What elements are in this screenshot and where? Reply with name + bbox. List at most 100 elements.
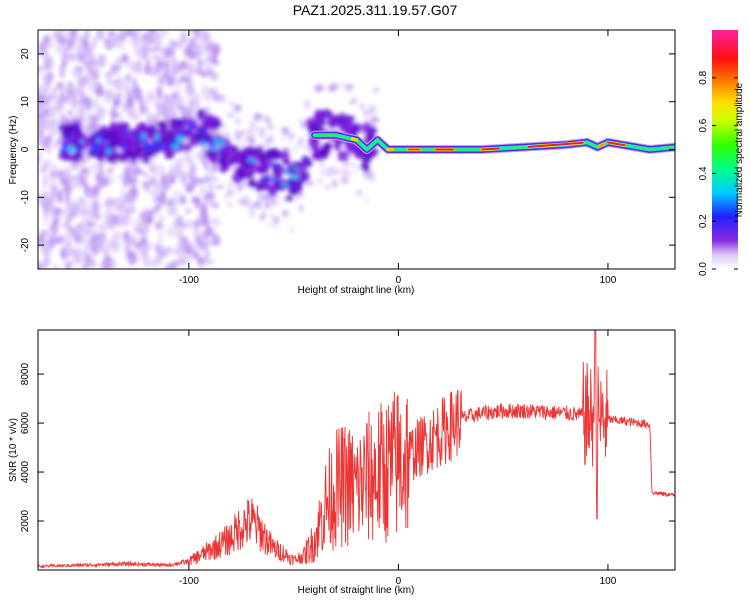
- spectrogram-noise-blob: [146, 188, 152, 195]
- spectrogram-noise-blob: [299, 137, 304, 143]
- spectrogram-noise-blob: [368, 104, 376, 113]
- spectrogram-noise-blob: [248, 137, 255, 144]
- spectrogram-noise-blob: [95, 173, 102, 181]
- spectrogram-noise-blob: [104, 37, 114, 51]
- spectrogram-core-blob: [148, 146, 154, 152]
- spectrogram-core-blob: [291, 174, 300, 180]
- spectrogram-noise-blob: [107, 167, 113, 174]
- spectrogram-noise-blob: [253, 112, 263, 122]
- spectrogram-core-blob: [187, 123, 195, 131]
- spectrogram-noise-blob: [294, 197, 300, 201]
- spectrogram-noise-blob: [140, 211, 148, 221]
- spectrogram-noise-blob: [154, 242, 161, 253]
- spectrogram-ridge-blob: [315, 110, 322, 122]
- spectrogram-noise-blob: [48, 129, 57, 136]
- spectrogram-noise-blob: [175, 99, 185, 105]
- spectrogram-noise-blob: [259, 131, 265, 138]
- spectrogram-noise-blob: [146, 215, 151, 227]
- spectrogram-noise-blob: [262, 195, 271, 202]
- spectrogram-noise-blob: [340, 176, 349, 184]
- colorbar-tick-label: 0.4: [698, 166, 709, 180]
- spectrogram-noise-blob: [179, 60, 188, 71]
- spectrogram-ridge-blob: [268, 147, 280, 160]
- spectrogram-noise-blob: [50, 87, 59, 95]
- spectrogram-noise-blob: [153, 65, 161, 74]
- spectrogram-noise-blob: [367, 176, 376, 182]
- spectrogram-noise-blob: [64, 38, 69, 46]
- spectrogram-noise-blob: [98, 162, 103, 174]
- spectrogram-noise-blob: [80, 161, 86, 166]
- spectrogram-noise-blob: [67, 81, 74, 90]
- spectrogram-noise-blob: [204, 106, 210, 115]
- spectrogram-noise-blob: [91, 114, 97, 122]
- spectrogram-noise-blob: [259, 214, 266, 219]
- colorbar-tick-label: 0.8: [698, 70, 709, 84]
- spectrogram-ridge-blob: [106, 153, 118, 164]
- spectrogram-ridge-blob: [201, 132, 213, 143]
- spectrogram-noise-blob: [149, 208, 157, 215]
- spectrogram-noise-blob: [275, 194, 282, 200]
- spectrogram-noise-blob: [66, 87, 75, 98]
- spectrogram-noise-blob: [191, 242, 197, 255]
- spectrogram-noise-blob: [251, 208, 256, 218]
- spectrogram-noise-blob: [43, 34, 51, 46]
- spectrogram-ridge-blob: [65, 125, 74, 134]
- spectrogram-noise-blob: [194, 49, 201, 60]
- spectrogram-ridge-blob: [310, 143, 320, 152]
- spectrogram-noise-blob: [139, 103, 145, 116]
- spectrogram-noise-blob: [92, 243, 98, 257]
- spectrogram-noise-blob: [120, 187, 126, 202]
- spectrogram-ridge-blob: [361, 121, 372, 134]
- spectrogram-noise-blob: [182, 247, 188, 253]
- spectrogram-noise-blob: [319, 142, 323, 148]
- spectrogram-noise-blob: [114, 201, 122, 208]
- spectrogram-noise-blob: [199, 185, 208, 198]
- spectrogram-noise-blob: [113, 97, 120, 108]
- spectrogram-noise-blob: [71, 201, 81, 214]
- spectrogram-noise-blob: [80, 215, 89, 228]
- spectrogram-ridge-blob: [206, 115, 219, 125]
- spectrogram-core-blob: [80, 139, 85, 144]
- spectrogram-noise-blob: [59, 71, 66, 77]
- spectrogram-noise-blob: [235, 129, 239, 137]
- spectrogram-noise-blob: [101, 260, 106, 269]
- spectrogram-noise-blob: [45, 149, 55, 154]
- spectrogram-ridge-blob: [278, 150, 290, 161]
- colorbar-tick-label: 0.0: [698, 262, 709, 276]
- spectrogram-core-blob: [162, 143, 167, 151]
- spectrogram-ridge-blob: [224, 146, 236, 153]
- spectrogram-noise-blob: [63, 229, 72, 243]
- spectrogram-noise-blob: [325, 185, 330, 190]
- spectrogram-noise-blob: [267, 134, 274, 144]
- spectrogram-ridge-blob: [171, 118, 183, 127]
- spectrogram-noise-blob: [228, 101, 235, 107]
- spectrogram-noise-blob: [67, 200, 73, 212]
- spectrogram-core-blob: [218, 149, 224, 155]
- spectrogram-noise-blob: [39, 230, 47, 235]
- spectrogram-ridge-blob: [344, 144, 355, 151]
- spectrogram-hotspot: [598, 143, 605, 148]
- spectrogram-noise-blob: [127, 175, 135, 186]
- spectrogram-noise-blob: [97, 237, 104, 248]
- spectrogram-noise-blob: [370, 116, 380, 123]
- spectrogram-noise-blob: [135, 49, 144, 58]
- spectrogram-noise-blob: [151, 258, 159, 268]
- spectrogram-noise-blob: [53, 32, 63, 38]
- spectrogram-noise-blob: [229, 110, 235, 120]
- spectrogram-noise-blob: [111, 80, 120, 88]
- spectrogram-core-blob: [88, 148, 93, 155]
- spectrogram-ridge-blob: [253, 146, 264, 155]
- spectrogram-noise-blob: [122, 247, 128, 254]
- spectrogram-ridge-blob: [229, 153, 241, 165]
- spectrogram-noise-blob: [212, 91, 216, 100]
- spectrogram-noise-blob: [60, 115, 68, 126]
- spectrogram-noise-blob: [362, 173, 372, 178]
- spectrogram-core-blob: [95, 138, 102, 143]
- colorbar-tick-label: 0.2: [698, 214, 709, 228]
- spectrogram-ridge-band: [310, 130, 675, 154]
- spectrogram-noise-blob: [132, 77, 137, 90]
- spectrogram-noise-blob: [38, 66, 43, 73]
- spectrogram-noise-blob: [130, 234, 138, 241]
- spectrogram-noise-blob: [161, 30, 169, 38]
